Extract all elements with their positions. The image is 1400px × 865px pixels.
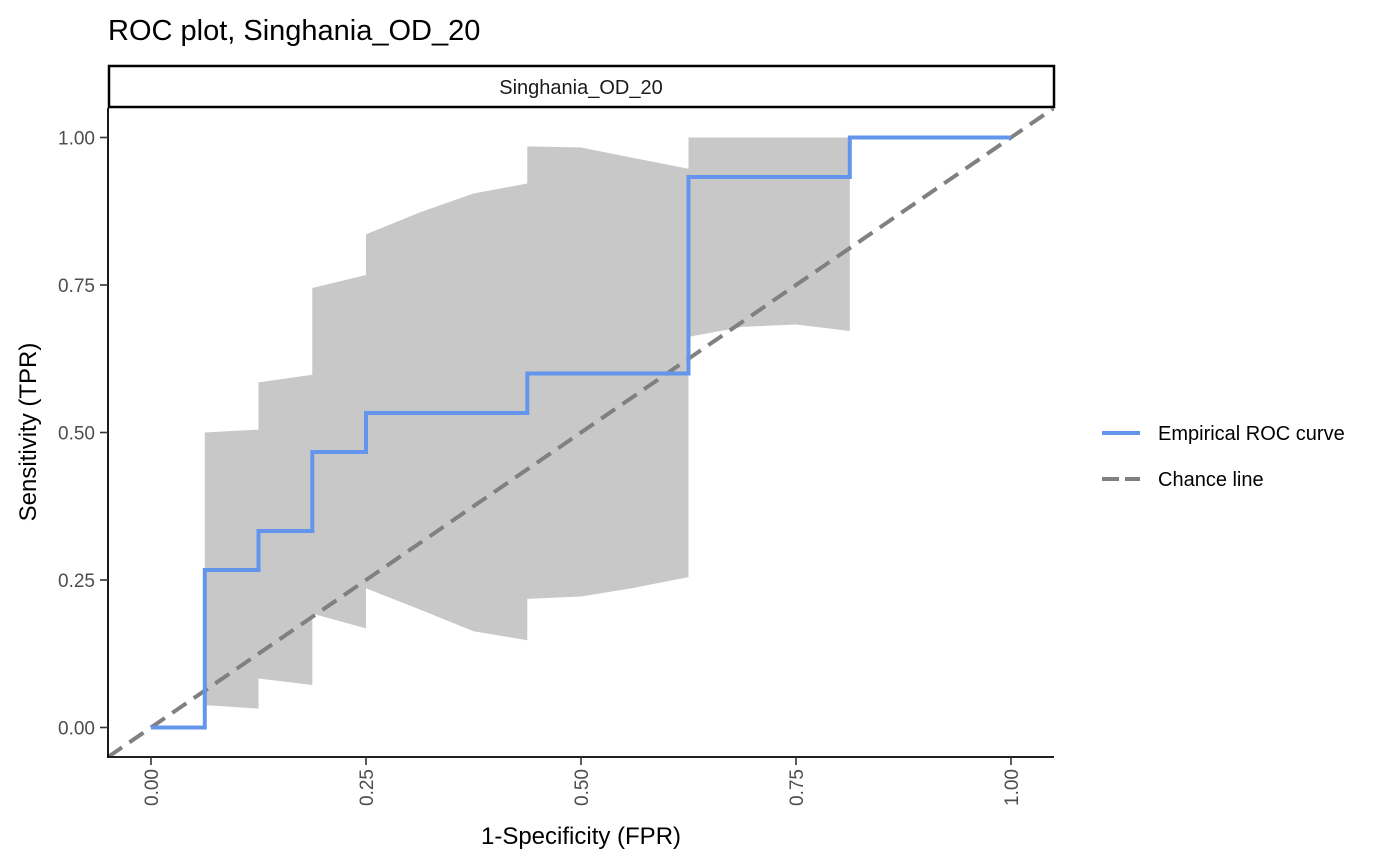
x-tick-label: 0.75: [787, 769, 808, 806]
facet-strip-box: [107, 64, 1056, 109]
x-axis-ticks: 0.00 0.25 0.50 0.75 1.00: [142, 757, 1023, 806]
x-tick-label: 0.25: [357, 769, 378, 806]
empirical-roc-curve: [151, 135, 1011, 730]
legend: Empirical ROC curve Chance line: [1102, 423, 1345, 491]
y-tick-label: 0.00: [58, 719, 95, 740]
legend-label-roc: Empirical ROC curve: [1158, 423, 1345, 445]
y-tick-label: 1.00: [58, 129, 95, 150]
y-axis-title: Sensitivity (TPR): [15, 343, 42, 522]
y-tick-label: 0.75: [58, 276, 95, 297]
chance-line: [108, 108, 1054, 756]
facet-strip-label: Singhania_OD_20: [499, 77, 662, 99]
y-tick-label: 0.50: [58, 424, 95, 445]
y-axis-ticks: 0.00 0.25 0.50 0.75 1.00: [58, 129, 108, 740]
chart-title: ROC plot, Singhania_OD_20: [108, 15, 480, 47]
x-tick-label: 1.00: [1002, 769, 1023, 806]
x-axis-title: 1-Specificity (FPR): [481, 823, 681, 850]
y-tick-label: 0.25: [58, 571, 95, 592]
plot-panel: [108, 108, 1054, 756]
legend-label-chance: Chance line: [1158, 469, 1264, 491]
x-tick-label: 0.50: [572, 769, 593, 806]
x-tick-label: 0.00: [142, 769, 163, 806]
facet-strip: Singhania_OD_20: [107, 64, 1056, 109]
